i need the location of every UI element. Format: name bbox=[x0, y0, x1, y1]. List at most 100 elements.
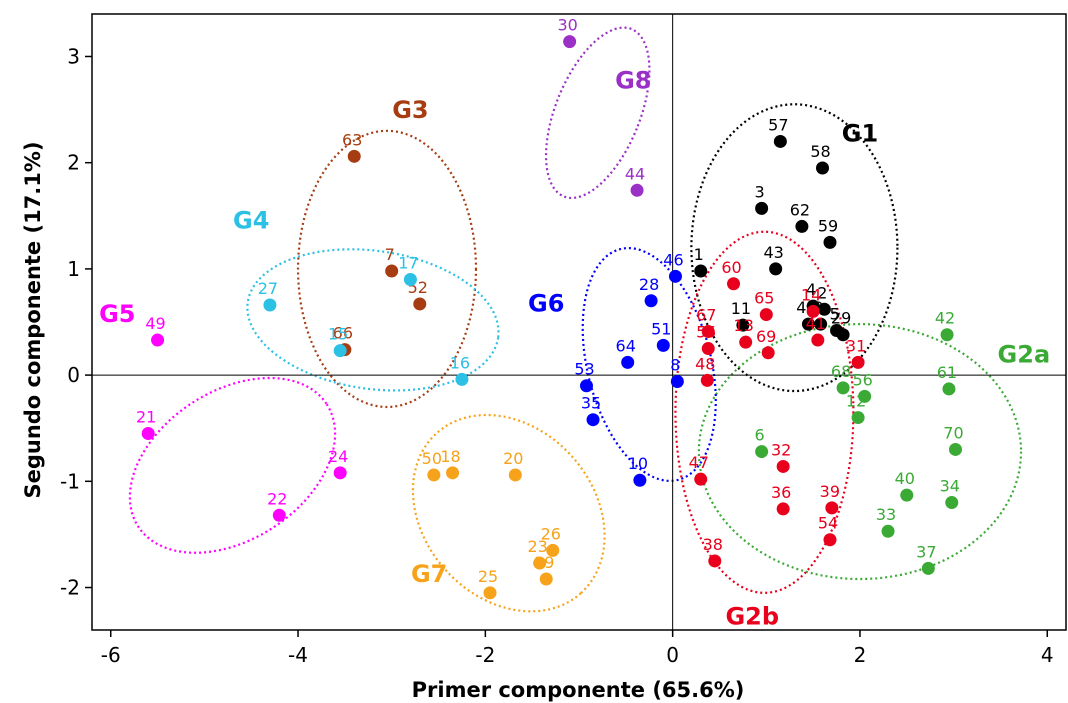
y-axis-title: Segundo componente (17.1%) bbox=[21, 141, 45, 498]
point-label-39: 39 bbox=[820, 482, 840, 501]
point-55 bbox=[701, 342, 715, 356]
point-label-50: 50 bbox=[422, 449, 442, 468]
ellipse-g8 bbox=[544, 26, 651, 200]
point-label-14: 14 bbox=[801, 285, 821, 304]
group-label-g2a: G2a bbox=[998, 340, 1051, 368]
point-65 bbox=[759, 308, 773, 322]
point-label-38: 38 bbox=[703, 535, 723, 554]
point-32 bbox=[776, 459, 790, 473]
point-47 bbox=[694, 472, 708, 486]
point-label-43: 43 bbox=[763, 243, 783, 262]
point-label-18: 18 bbox=[440, 447, 460, 466]
point-label-69: 69 bbox=[756, 327, 776, 346]
point-label-67: 67 bbox=[696, 306, 716, 325]
point-label-54: 54 bbox=[818, 514, 838, 533]
point-7 bbox=[385, 264, 399, 278]
point-label-24: 24 bbox=[328, 447, 348, 466]
x-tick-label: 2 bbox=[854, 643, 867, 667]
point-56 bbox=[858, 389, 872, 403]
point-38 bbox=[708, 554, 722, 568]
point-14 bbox=[806, 304, 820, 318]
point-label-4: 4 bbox=[806, 280, 816, 299]
point-45 bbox=[801, 317, 815, 331]
point-label-17: 17 bbox=[398, 254, 418, 273]
point-36 bbox=[776, 502, 790, 516]
point-49 bbox=[151, 333, 165, 347]
point-label-26: 26 bbox=[541, 524, 561, 543]
ellipse-g2b bbox=[674, 230, 855, 594]
point-70 bbox=[948, 442, 962, 456]
x-tick-label: 0 bbox=[666, 643, 679, 667]
x-axis-title: Primer componente (65.6%) bbox=[412, 678, 745, 702]
point-label-63: 63 bbox=[342, 130, 362, 149]
point-label-55: 55 bbox=[696, 323, 716, 342]
group-label-g8: G8 bbox=[615, 66, 651, 94]
point-label-19: 19 bbox=[534, 553, 554, 572]
point-label-11: 11 bbox=[731, 299, 751, 318]
ellipse-g7 bbox=[411, 413, 606, 613]
point-label-41: 41 bbox=[806, 314, 826, 333]
point-69 bbox=[761, 346, 775, 360]
point-27 bbox=[263, 298, 277, 312]
x-tick-label: -4 bbox=[288, 643, 308, 667]
y-tick-label: 3 bbox=[67, 44, 80, 68]
point-35 bbox=[586, 413, 600, 427]
group-label-g1: G1 bbox=[842, 119, 878, 147]
point-50 bbox=[427, 468, 441, 482]
point-label-61: 61 bbox=[937, 363, 957, 382]
point-label-9: 9 bbox=[814, 298, 824, 317]
point-48 bbox=[700, 373, 714, 387]
point-42 bbox=[940, 328, 954, 342]
point-label-64: 64 bbox=[616, 336, 636, 355]
point-41 bbox=[811, 333, 825, 347]
point-label-47: 47 bbox=[689, 453, 709, 472]
point-28 bbox=[644, 294, 658, 308]
ellipse-g4 bbox=[246, 248, 500, 392]
point-3 bbox=[755, 201, 769, 215]
point-label-10: 10 bbox=[628, 454, 648, 473]
point-13 bbox=[739, 335, 753, 349]
point-label-33: 33 bbox=[876, 505, 896, 524]
point-21 bbox=[141, 427, 155, 441]
reference-lines bbox=[92, 14, 1066, 630]
point-15 bbox=[333, 344, 347, 358]
point-label-62: 62 bbox=[790, 200, 810, 219]
group-label-g7: G7 bbox=[411, 560, 447, 588]
point-label-2: 2 bbox=[817, 283, 827, 302]
point-label-21: 21 bbox=[136, 408, 156, 427]
point-label-31: 31 bbox=[846, 336, 866, 355]
point-68 bbox=[836, 381, 850, 395]
ellipse-g3 bbox=[296, 129, 478, 409]
point-19 bbox=[539, 572, 553, 586]
point-20 bbox=[508, 468, 522, 482]
point-60 bbox=[727, 277, 741, 291]
point-29 bbox=[836, 328, 850, 342]
point-39 bbox=[825, 501, 839, 515]
point-label-53: 53 bbox=[574, 360, 594, 379]
point-label-70: 70 bbox=[943, 423, 963, 442]
point-61 bbox=[942, 382, 956, 396]
point-label-29: 29 bbox=[831, 309, 851, 328]
point-52 bbox=[413, 297, 427, 311]
point-43 bbox=[769, 262, 783, 276]
point-label-20: 20 bbox=[503, 449, 523, 468]
point-16 bbox=[455, 372, 469, 386]
point-59 bbox=[823, 235, 837, 249]
point-25 bbox=[483, 586, 497, 600]
point-label-8: 8 bbox=[670, 355, 680, 374]
point-57 bbox=[773, 134, 787, 148]
point-10 bbox=[633, 473, 647, 487]
y-tick-label: -1 bbox=[60, 469, 80, 493]
point-label-25: 25 bbox=[478, 567, 498, 586]
point-label-58: 58 bbox=[810, 142, 830, 161]
group-label-g5: G5 bbox=[99, 300, 135, 328]
point-label-59: 59 bbox=[818, 216, 838, 235]
point-label-57: 57 bbox=[768, 115, 788, 134]
group-label-g6: G6 bbox=[528, 289, 564, 317]
point-40 bbox=[900, 488, 914, 502]
point-label-46: 46 bbox=[663, 250, 683, 269]
point-label-28: 28 bbox=[639, 275, 659, 294]
point-label-22: 22 bbox=[267, 489, 287, 508]
